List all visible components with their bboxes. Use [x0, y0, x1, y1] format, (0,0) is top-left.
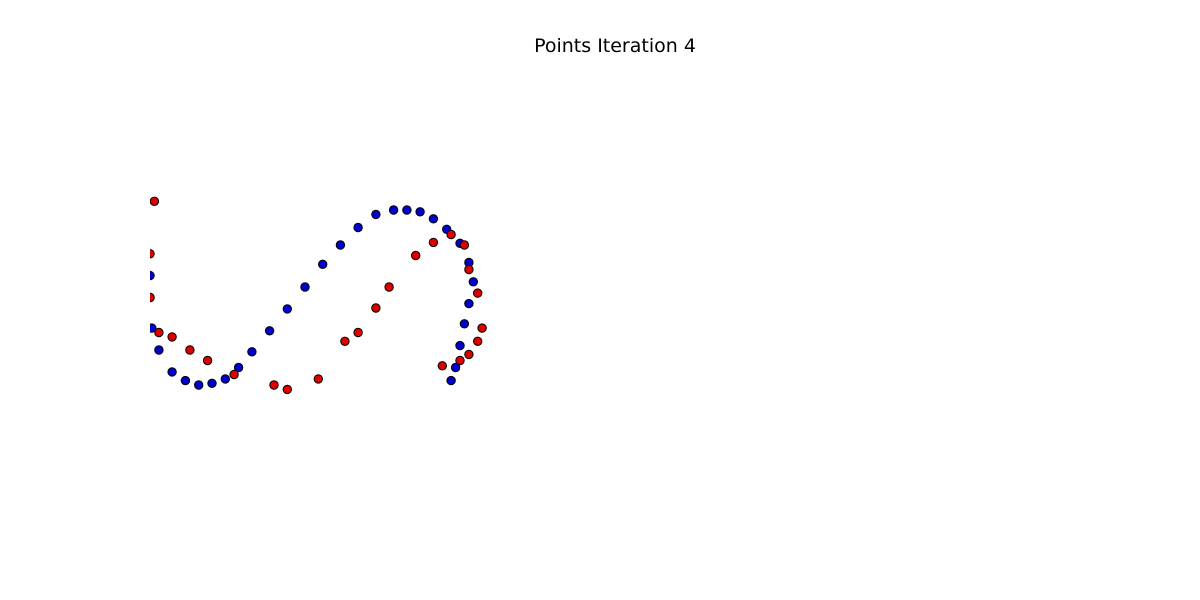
scatter-point-series-1-1: [150, 270, 155, 281]
scatter-point-series-1-26: [468, 277, 478, 287]
scatter-point-series-1-27: [464, 298, 474, 309]
scatter-point-series-1-30: [450, 362, 461, 373]
scatter-point-series-2-24: [464, 349, 474, 360]
scatter-point-series-2-10: [282, 384, 292, 395]
scatter-point-series-1-22: [428, 214, 439, 224]
scatter-point-series-1-5: [167, 367, 177, 377]
scatter-point-series-1-29: [455, 340, 465, 351]
scatter-point-series-1-12: [264, 326, 275, 336]
scatter-point-series-2-7: [202, 355, 213, 366]
scatter-point-series-2-8: [229, 369, 239, 380]
scatter-point-series-2-15: [384, 282, 394, 292]
scatter-point-series-1-31: [446, 375, 456, 386]
scatter-point-series-2-19: [459, 240, 470, 250]
scatter-point-series-2-14: [371, 303, 381, 313]
scatter-point-series-2-5: [167, 332, 177, 342]
scatter-point-series-1-17: [353, 222, 363, 233]
scatter-point-series-1-8: [207, 378, 217, 388]
scatter-point-series-1-10: [233, 362, 244, 373]
scatter-point-series-2-20: [464, 264, 474, 275]
scatter-point-series-2-9: [269, 380, 279, 390]
scatter-point-series-2-25: [455, 355, 465, 366]
points-layer: [150, 196, 487, 395]
scatter-point-series-1-28: [459, 319, 470, 329]
scatter-point-series-1-21: [415, 207, 425, 217]
scatter-point-series-1-7: [194, 380, 204, 390]
scatter-point-series-1-4: [154, 345, 164, 355]
scatter-point-series-2-18: [446, 229, 456, 240]
scatter-point-series-1-3: [150, 323, 157, 333]
scatter-point-series-2-26: [437, 361, 447, 371]
scatter-point-series-1-9: [220, 374, 231, 384]
scatter-point-series-1-6: [180, 375, 191, 386]
scatter-point-series-2-22: [477, 323, 487, 333]
scatter-point-series-2-21: [473, 288, 483, 298]
scatter-point-series-2-16: [411, 250, 421, 261]
scatter-point-series-2-17: [428, 237, 439, 248]
scatter-point-series-1-13: [282, 304, 292, 314]
scatter-point-series-2-3: [150, 292, 155, 303]
scatter-point-series-1-20: [402, 205, 412, 215]
scatter-point-series-1-15: [318, 259, 328, 269]
scatter-point-series-1-11: [247, 347, 257, 357]
scatter-point-series-2-23: [473, 336, 483, 346]
scatter-point-series-2-4: [154, 327, 164, 338]
scatter-point-series-2-11: [313, 374, 323, 384]
scatter-point-series-2-6: [185, 345, 195, 355]
scatter-point-series-1-16: [335, 240, 346, 250]
scatter-point-series-2-13: [353, 327, 363, 338]
scatter-point-series-1-14: [300, 282, 310, 292]
scatter-point-series-1-19: [388, 205, 399, 215]
scatter-point-series-2-1: [150, 196, 160, 206]
scatter-point-series-1-18: [371, 209, 381, 220]
chart-title: Points Iteration 4: [534, 35, 696, 57]
scatter-point-series-2-12: [340, 336, 350, 346]
scatter-point-series-2-2: [150, 249, 155, 259]
